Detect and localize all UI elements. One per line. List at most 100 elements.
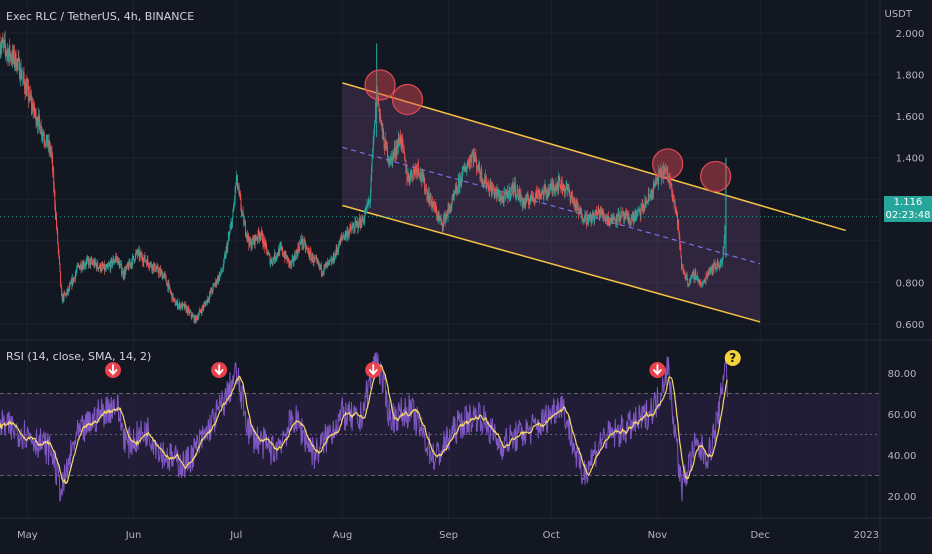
candle-body: [428, 192, 430, 204]
candle-body: [257, 230, 259, 240]
candle-body: [666, 168, 668, 170]
candle-body: [711, 265, 713, 272]
candle-body: [453, 194, 455, 197]
candle-body: [484, 179, 486, 183]
candle-body: [465, 170, 467, 172]
candle-body: [669, 177, 670, 184]
candle-body: [558, 176, 560, 190]
candle-body: [170, 291, 172, 293]
candle-body: [288, 258, 290, 265]
candle-body: [336, 250, 338, 252]
candle-body: [654, 183, 656, 187]
candle-body: [497, 195, 499, 197]
candle-body: [160, 269, 161, 275]
candle-body: [434, 207, 436, 213]
candle-body: [444, 213, 446, 218]
candle-body: [144, 255, 146, 262]
candle-body: [227, 236, 229, 242]
candle-body: [591, 219, 593, 222]
candle-body: [254, 235, 256, 245]
candle-body: [700, 281, 702, 287]
candle-body: [75, 272, 77, 275]
candle-body: [319, 265, 321, 267]
candle-body: [604, 217, 605, 218]
candle-body: [57, 230, 59, 244]
candle-body: [411, 175, 413, 177]
candle-body: [537, 190, 539, 193]
candle-body: [673, 195, 675, 204]
price-tick-label: 0.800: [896, 278, 925, 289]
candle-body: [337, 250, 339, 252]
candle-body: [8, 45, 10, 53]
candle-body: [491, 186, 493, 195]
candle-body: [485, 176, 487, 184]
candle-body: [406, 170, 408, 180]
candle-body: [629, 220, 631, 226]
candle-body: [537, 190, 539, 198]
candle-body: [160, 271, 162, 275]
candle-body: [45, 138, 47, 145]
candle-body: [323, 271, 325, 273]
candle-body: [115, 257, 117, 259]
candle-body: [395, 154, 397, 156]
candle-body: [525, 197, 527, 206]
candle-body: [334, 259, 335, 262]
candle-body: [478, 162, 480, 171]
candle-body: [270, 262, 272, 265]
candle-body: [574, 199, 576, 209]
candle-body: [319, 265, 321, 268]
candle-body: [13, 49, 15, 58]
candle-body: [517, 188, 519, 190]
candle-body: [210, 291, 212, 293]
candle-body: [171, 293, 173, 300]
candle-body: [461, 180, 463, 183]
candle-body: [307, 248, 309, 250]
candle-body: [189, 311, 191, 314]
candle-body: [622, 212, 624, 215]
candle-body: [492, 189, 494, 192]
candle-body: [636, 211, 638, 216]
candle-body: [241, 207, 242, 213]
candle-body: [713, 265, 714, 272]
candle-body: [247, 233, 249, 238]
candle-body: [471, 156, 472, 163]
candle-body: [415, 167, 417, 169]
candle-body: [563, 184, 565, 188]
candle-body: [610, 214, 612, 221]
candle-body: [310, 252, 312, 261]
candle-body: [338, 247, 339, 252]
candle-body: [205, 301, 207, 306]
candle-body: [701, 285, 702, 287]
candle-body: [86, 257, 88, 260]
candle-body: [363, 220, 365, 222]
candle-body: [134, 260, 136, 262]
candle-body: [526, 194, 528, 196]
candle-body: [462, 167, 464, 171]
candle-body: [272, 257, 274, 264]
candle-body: [386, 146, 388, 149]
candle-body: [585, 214, 587, 224]
candle-body: [633, 215, 635, 221]
candle-body: [45, 144, 47, 145]
candle-body: [429, 193, 431, 199]
candle-body: [146, 258, 148, 266]
candle-body: [274, 252, 276, 261]
candle-body: [408, 177, 410, 182]
candle-body: [588, 216, 590, 218]
candle-body: [435, 206, 436, 213]
candle-body: [720, 259, 722, 262]
candle-body: [69, 285, 71, 290]
candle-body: [340, 238, 342, 240]
candle-body: [267, 253, 269, 255]
channel-lower-line: [342, 204, 761, 323]
candle-body: [181, 303, 183, 309]
candle-body: [153, 265, 155, 271]
candle-body: [524, 201, 526, 206]
candle-body: [392, 153, 394, 156]
candle-body: [678, 232, 680, 236]
candle-body: [294, 254, 296, 261]
candle-body: [116, 257, 118, 259]
candle-body: [16, 59, 18, 70]
candle-body: [208, 299, 210, 301]
